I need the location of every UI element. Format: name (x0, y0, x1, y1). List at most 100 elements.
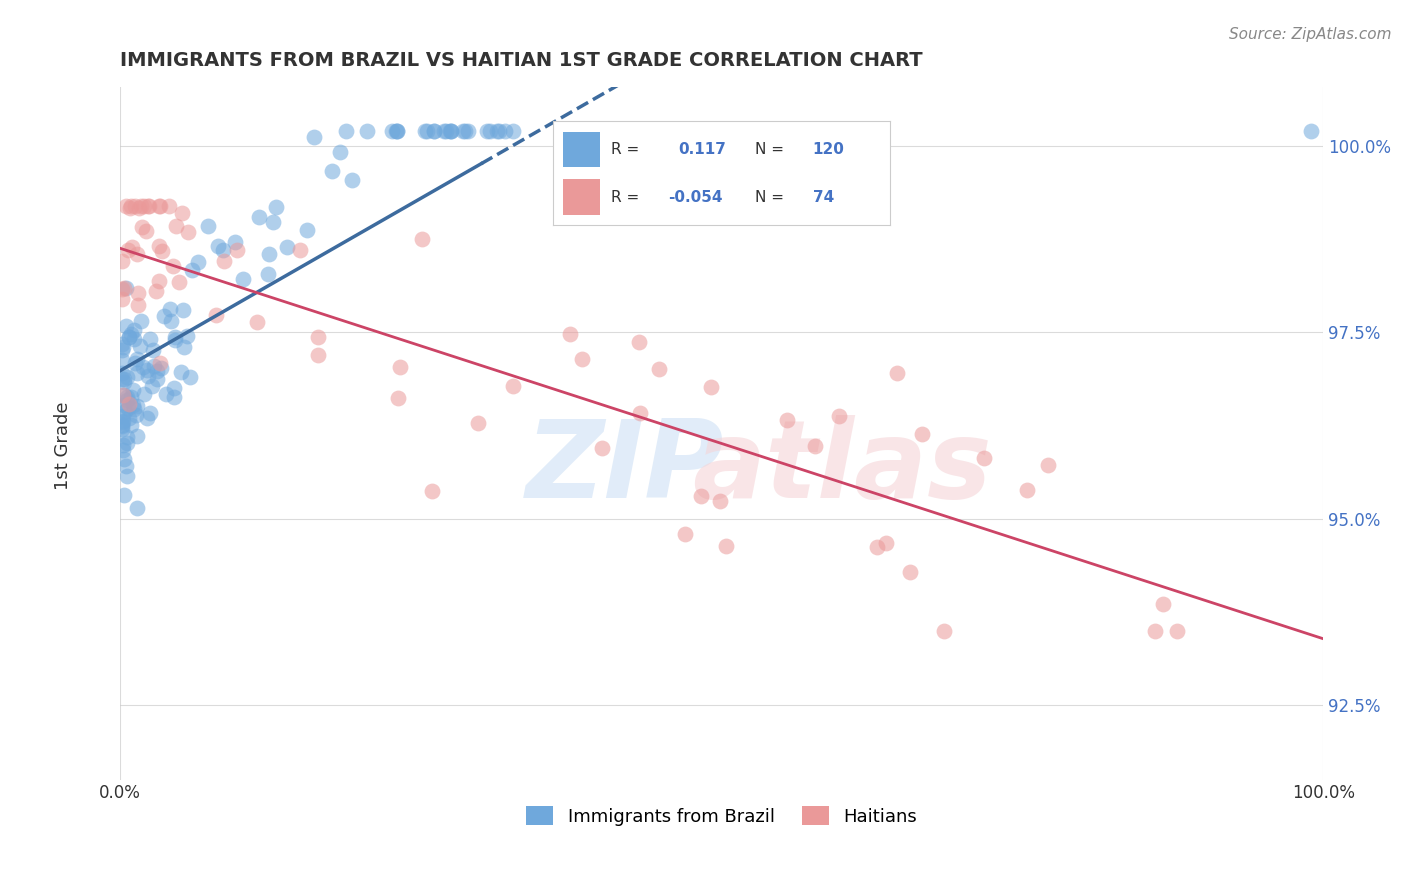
Point (453, 124, 475, 138)
Point (114, 318, 136, 333)
Point (124, 199, 146, 213)
Point (112, 398, 135, 412)
Point (110, 282, 132, 296)
Point (115, 429, 138, 443)
Point (127, 367, 149, 381)
Point (117, 243, 139, 257)
Point (1152, 597, 1174, 611)
Point (207, 238, 229, 252)
Point (276, 240, 298, 254)
Point (110, 366, 132, 380)
Point (297, 223, 319, 237)
Point (111, 388, 134, 402)
Point (115, 281, 138, 295)
Point (628, 406, 651, 420)
Point (179, 369, 201, 384)
Point (149, 360, 172, 375)
Point (122, 402, 145, 417)
Text: IMMIGRANTS FROM BRAZIL VS HAITIAN 1ST GRADE CORRELATION CHART: IMMIGRANTS FROM BRAZIL VS HAITIAN 1ST GR… (121, 51, 922, 70)
Point (440, 124, 463, 138)
Text: ZIP: ZIP (526, 415, 724, 521)
Point (205, 309, 228, 323)
Point (155, 387, 177, 401)
Point (148, 199, 170, 213)
Point (690, 489, 713, 503)
Point (411, 232, 433, 246)
Point (247, 210, 270, 224)
Point (485, 124, 508, 138)
Point (700, 380, 723, 394)
Point (387, 124, 409, 138)
Point (1166, 624, 1188, 638)
Point (110, 353, 132, 368)
Point (125, 408, 148, 422)
Point (117, 411, 139, 425)
Point (502, 379, 524, 393)
Point (115, 393, 138, 408)
Point (167, 275, 190, 289)
Point (112, 414, 135, 428)
Point (172, 303, 194, 318)
Point (110, 422, 132, 436)
Point (381, 124, 404, 138)
Point (136, 199, 159, 213)
Point (433, 124, 456, 138)
Point (125, 400, 148, 414)
Point (157, 199, 180, 213)
Point (245, 315, 267, 329)
Point (112, 376, 135, 390)
Point (1301, 124, 1323, 138)
Point (138, 406, 160, 420)
Point (494, 124, 516, 138)
Point (226, 244, 249, 258)
Point (454, 124, 477, 138)
Point (115, 436, 138, 450)
Point (139, 332, 162, 346)
Point (118, 397, 141, 411)
Point (932, 624, 955, 638)
Point (384, 124, 406, 138)
Point (197, 219, 219, 234)
Point (212, 253, 235, 268)
Point (673, 527, 696, 541)
Point (1143, 624, 1166, 638)
Point (132, 199, 155, 213)
Point (262, 215, 284, 229)
Point (125, 351, 148, 366)
Point (558, 326, 581, 341)
Point (647, 362, 669, 376)
Point (112, 451, 135, 466)
Point (125, 247, 148, 261)
Legend: Immigrants from Brazil, Haitians: Immigrants from Brazil, Haitians (519, 799, 924, 833)
Point (111, 337, 134, 351)
Point (136, 368, 159, 383)
Point (165, 219, 187, 233)
Point (307, 348, 329, 362)
Point (457, 124, 479, 138)
Point (111, 438, 134, 452)
Point (127, 429, 149, 443)
Point (232, 272, 254, 286)
Point (112, 409, 135, 424)
Point (387, 392, 409, 406)
Point (145, 372, 167, 386)
Point (257, 247, 280, 261)
Point (112, 487, 135, 501)
Point (434, 124, 457, 138)
Point (135, 224, 157, 238)
Point (111, 372, 134, 386)
Point (141, 343, 163, 358)
Point (828, 409, 851, 423)
Point (162, 259, 184, 273)
Point (422, 124, 444, 138)
Point (803, 439, 825, 453)
Point (129, 199, 152, 213)
Point (138, 199, 160, 213)
Point (110, 417, 132, 432)
Point (124, 332, 146, 346)
Point (187, 255, 209, 269)
Point (115, 390, 138, 404)
Point (121, 240, 143, 254)
Point (973, 450, 995, 465)
Point (127, 286, 149, 301)
